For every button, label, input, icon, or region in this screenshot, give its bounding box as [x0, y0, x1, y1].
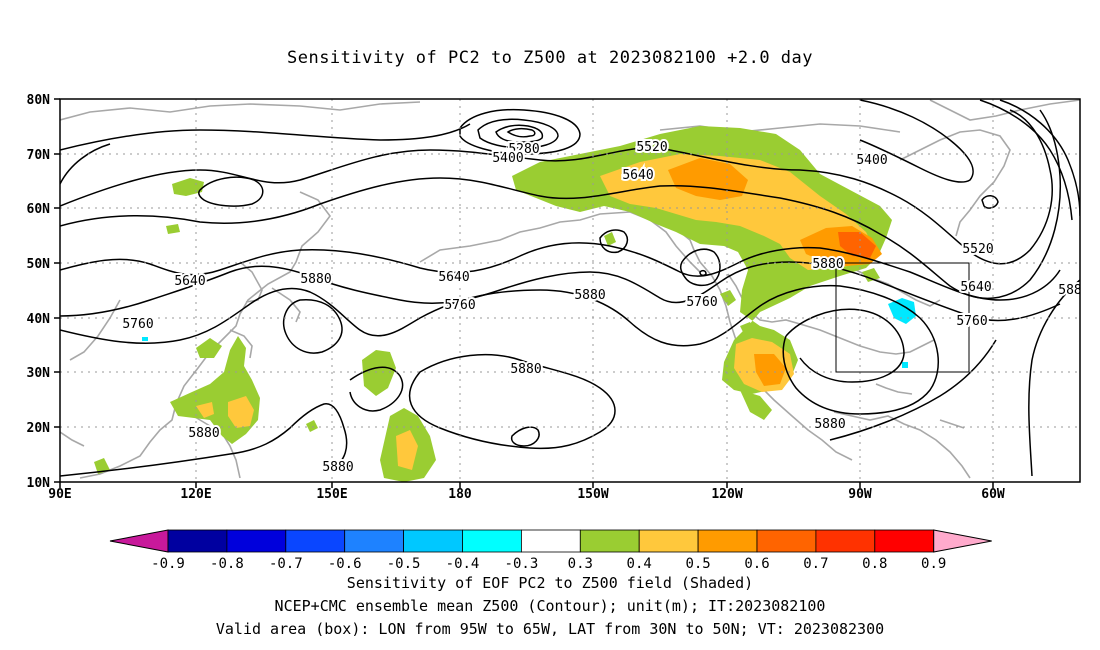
- colorbar-swatch: [874, 529, 935, 553]
- lat-label-60n: 60N: [27, 202, 51, 217]
- graticule: [60, 99, 1080, 482]
- shade-green-small-7: [740, 322, 756, 338]
- lon-label-90e: 90E: [48, 487, 71, 502]
- colorbar-label: 0.7: [803, 556, 828, 572]
- lat-label-10n: 10N: [27, 476, 51, 491]
- z500-contours: [60, 99, 1080, 477]
- contour-label: 5880: [812, 257, 843, 272]
- lon-label-90w: 90W: [848, 487, 872, 502]
- lon-label-180: 180: [448, 487, 472, 502]
- colorbar: [109, 529, 992, 553]
- colorbar-label: 0.5: [685, 556, 710, 572]
- colorbar-swatch: [285, 529, 346, 553]
- contour-label: 5760: [444, 298, 475, 313]
- tick-marks: [54, 98, 994, 488]
- caption-valid-area: Valid area (box): LON from 95W to 65W, L…: [215, 620, 885, 638]
- colorbar-swatch: [756, 529, 817, 553]
- colorbar-label: -0.5: [387, 556, 421, 572]
- colorbar-label: -0.7: [269, 556, 303, 572]
- contour-label: 5880: [300, 272, 331, 287]
- colorbar-label: -0.4: [446, 556, 480, 572]
- valid-area-box: [835, 262, 970, 373]
- sensitivity-shading: [94, 126, 916, 482]
- plot-frame: [59, 98, 1081, 483]
- colorbar-label: 0.6: [744, 556, 769, 572]
- contour-label: 5640: [438, 270, 469, 285]
- colorbar-label: -0.6: [328, 556, 362, 572]
- colorbar-label: 0.8: [862, 556, 887, 572]
- colorbar-swatch: [579, 529, 640, 553]
- colorbar-swatch: [462, 529, 522, 553]
- contour-label: 5400: [856, 153, 887, 168]
- shade-green-small-9: [306, 420, 318, 432]
- contour-label: 5640: [960, 280, 991, 295]
- colorbar-label: 0.4: [627, 556, 652, 572]
- contour-label: 5880: [574, 288, 605, 303]
- lon-label-120e: 120E: [180, 487, 211, 502]
- lat-label-50n: 50N: [27, 257, 51, 272]
- shade-green-small-8: [862, 268, 880, 282]
- lat-label-30n: 30N: [27, 366, 51, 381]
- colorbar-label: -0.9: [151, 556, 185, 572]
- shade-green-small-4: [196, 338, 222, 358]
- shade-cyan-small: [902, 362, 908, 368]
- contour-label: 5520: [636, 140, 667, 155]
- contour-label: 5640: [174, 274, 205, 289]
- contour-label: 5280: [508, 142, 539, 157]
- colorbar-label: 0.9: [921, 556, 946, 572]
- contour-label: 5520: [962, 242, 993, 257]
- contour-label: 5760: [686, 295, 717, 310]
- colorbar-swatch: [344, 529, 405, 553]
- shade-green-small-5: [94, 458, 110, 474]
- colorbar-swatch: [815, 529, 876, 553]
- shade-darkorange-westcanada: [838, 232, 876, 258]
- contour-label: 588: [1058, 283, 1081, 298]
- colorbar-min-triangle: [109, 529, 169, 553]
- colorbar-label: -0.8: [210, 556, 244, 572]
- map-title: Sensitivity of PC2 to Z500 at 2023082100…: [286, 48, 813, 68]
- shade-green-small-3: [166, 224, 180, 234]
- lon-label-120w: 120W: [711, 487, 742, 502]
- shade-green-small-2: [604, 232, 616, 246]
- colorbar-swatch: [697, 529, 758, 553]
- shade-cyan-small-2: [142, 337, 148, 341]
- lat-label-20n: 20N: [27, 421, 51, 436]
- shade-green-small-6: [720, 290, 736, 306]
- lon-label-60w: 60W: [981, 487, 1005, 502]
- contour-label: 5400: [492, 151, 523, 166]
- lat-label-40n: 40N: [27, 312, 51, 327]
- contour-label: 5880: [814, 417, 845, 432]
- shade-yellow-china2: [196, 402, 214, 418]
- colorbar-max-triangle: [933, 529, 992, 553]
- colorbar-label: -0.3: [505, 556, 539, 572]
- contour-label: 5880: [510, 362, 541, 377]
- shade-yellow-pacific-b: [396, 430, 418, 470]
- shade-yellow-china: [228, 396, 254, 428]
- lon-label-150w: 150W: [577, 487, 608, 502]
- colorbar-swatch: [167, 529, 228, 553]
- contour-label: 5640: [622, 168, 653, 183]
- shade-green-mexico: [740, 390, 772, 420]
- lat-label-80n: 80N: [27, 93, 51, 108]
- colorbar-swatch: [638, 529, 699, 553]
- lat-label-70n: 70N: [27, 148, 51, 163]
- caption-shading: Sensitivity of EOF PC2 to Z500 field (Sh…: [346, 574, 754, 592]
- contour-label: 5880: [188, 426, 219, 441]
- colorbar-swatch: [403, 529, 463, 553]
- shade-green-pacific-a: [362, 350, 396, 396]
- colorbar-label: 0.3: [568, 556, 593, 572]
- contour-label: 5760: [956, 314, 987, 329]
- shade-orange-mexico: [754, 354, 786, 386]
- contour-label: 5880: [322, 460, 353, 475]
- colorbar-swatch: [226, 529, 287, 553]
- lon-label-150e: 150E: [316, 487, 347, 502]
- caption-contour: NCEP+CMC ensemble mean Z500 (Contour); u…: [274, 597, 826, 615]
- contour-label: 5760: [122, 317, 153, 332]
- colorbar-swatch: [521, 529, 581, 553]
